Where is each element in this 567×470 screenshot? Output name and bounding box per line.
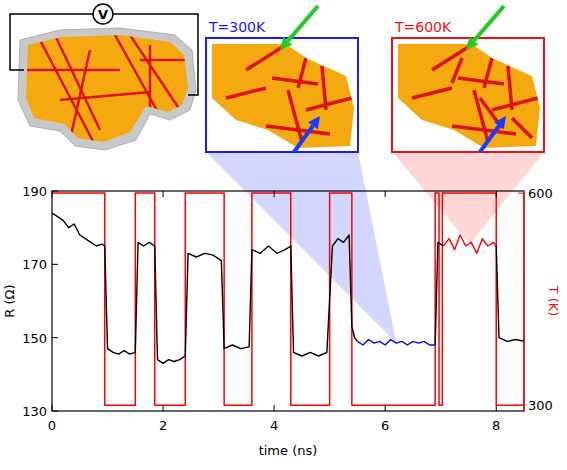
inset-title: T=600K (394, 19, 452, 35)
x-tick (52, 405, 53, 411)
y-tick-label: 150 (22, 331, 47, 346)
arrow-head (308, 116, 320, 129)
inset-boundary (484, 58, 492, 88)
x-tick-label: 2 (159, 418, 167, 433)
x-tick (163, 405, 164, 411)
inset-boundaries (226, 46, 352, 142)
arrow (466, 6, 504, 50)
series-group (52, 193, 524, 405)
arrow-shaft (288, 6, 318, 41)
grain-boundary (130, 35, 180, 110)
inset-boundary (432, 46, 470, 70)
x-tick-label: 0 (48, 418, 56, 433)
grain-boundary (25, 69, 120, 72)
arrow (294, 116, 320, 152)
grain-boundary (140, 59, 190, 62)
inset-boundary (322, 66, 326, 110)
arrow-shaft (480, 126, 499, 152)
x-tick (163, 191, 164, 197)
voltmeter-label: V (98, 7, 108, 22)
y2-tick (518, 193, 524, 194)
y2-axis-title: T (K) (546, 285, 561, 317)
grain-boundary (149, 45, 152, 115)
sample-outline (18, 28, 196, 150)
inset-boundary (492, 98, 538, 110)
voltmeter (93, 4, 113, 24)
x-tick (274, 191, 275, 197)
x-tick-label: 6 (381, 418, 389, 433)
inset-boundary (306, 98, 352, 110)
wire (10, 14, 93, 70)
y2-tick-label: 300 (528, 398, 553, 413)
inset-frame (392, 38, 544, 152)
inset-frame (206, 38, 358, 152)
inset-boundary (266, 126, 330, 134)
inset-boundary (452, 58, 462, 83)
arrow-shaft (294, 126, 313, 152)
grain-boundary (55, 35, 100, 130)
arrow (280, 6, 318, 50)
y2-tick (518, 405, 524, 406)
x-tick-label: 4 (270, 418, 278, 433)
plot: 0 2 4 6 8 130 150 170 190 300 600 time (ns) R (Ω) T (… (2, 184, 561, 458)
grain-boundary (70, 50, 90, 140)
sample-grains (26, 35, 188, 142)
x-tick (496, 405, 497, 411)
arrow (480, 116, 506, 152)
inset-boundary (452, 126, 516, 134)
projection-blue (206, 152, 396, 343)
resistance-line (443, 235, 496, 253)
x-tick (385, 405, 386, 411)
inset: T=600K (392, 6, 544, 152)
inset-boundary (298, 58, 306, 88)
inset-boundaries (412, 46, 538, 142)
arrow-head (494, 116, 506, 129)
grain-boundaries (25, 35, 190, 145)
y-tick-label: 130 (22, 404, 47, 419)
temperature-line (52, 193, 524, 405)
resistance-line (357, 340, 435, 346)
grain-boundary (60, 92, 150, 100)
arrow-head (280, 37, 292, 50)
inset-boundary (246, 46, 284, 70)
wire (113, 14, 198, 95)
y-axis-title: R (Ω) (2, 284, 17, 317)
x-tick (385, 191, 386, 197)
inset-title: T=300K (208, 19, 266, 35)
projection-red (392, 152, 544, 244)
background (0, 0, 567, 470)
y2-axis-line (523, 191, 525, 411)
figure: V T=300K T=600K 0 2 4 6 8 130 150 170 190 300 600 time… (0, 0, 567, 470)
inset-boundary (288, 90, 302, 142)
y-tick (52, 264, 58, 265)
inset: T=300K (206, 6, 358, 152)
x-tick (496, 191, 497, 197)
y-tick (52, 337, 58, 338)
x-axis-title: time (ns) (259, 443, 318, 458)
y-tick (52, 191, 58, 192)
x-tick-label: 8 (492, 418, 500, 433)
inset-boundary (508, 66, 512, 110)
y-tick-label: 190 (22, 184, 47, 199)
schematic: V (10, 4, 198, 150)
inset-grains (212, 44, 354, 148)
resistance-line (52, 213, 524, 363)
inset-boundary (226, 88, 266, 98)
grain-boundary (40, 40, 95, 145)
y-tick-label: 170 (22, 257, 47, 272)
arrow-head (466, 37, 478, 50)
inset-boundary (458, 78, 504, 84)
arrow-shaft (474, 6, 504, 41)
y2-tick-label: 600 (528, 186, 553, 201)
inset-boundary (272, 78, 318, 84)
inset-boundary (512, 118, 532, 138)
inset-grains (398, 44, 540, 148)
x-tick (52, 191, 53, 197)
inset-boundary (412, 88, 452, 98)
plot-frame (52, 191, 524, 411)
y-tick (52, 411, 58, 412)
x-tick (274, 405, 275, 411)
